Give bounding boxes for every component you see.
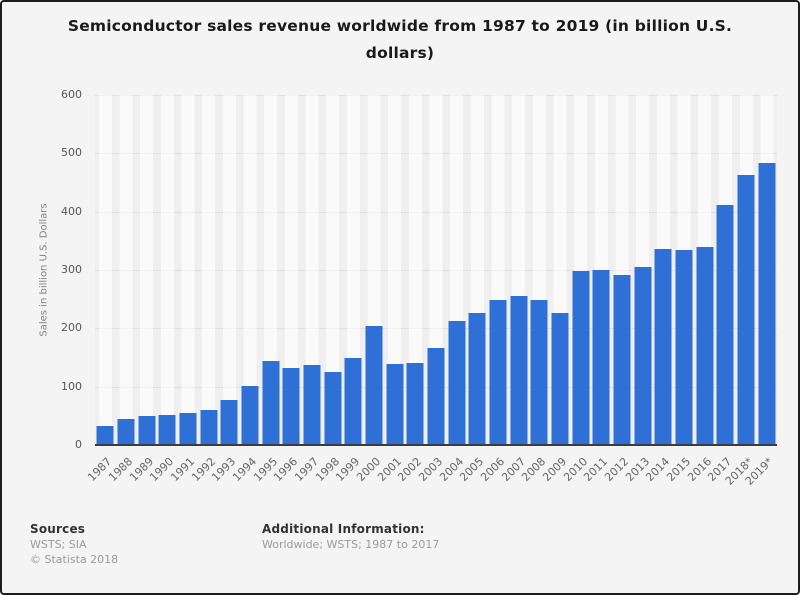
y-tick-label-200: 200 <box>61 321 82 335</box>
bar-column <box>425 95 447 445</box>
bar-column <box>322 95 344 445</box>
bar-2005[interactable] <box>468 312 486 445</box>
bar-2014[interactable] <box>654 249 672 445</box>
bar-column <box>487 95 509 445</box>
bar-1989[interactable] <box>138 416 156 445</box>
bar-column <box>756 95 778 445</box>
bar-2010[interactable] <box>572 271 590 445</box>
bar-1995[interactable] <box>262 361 280 445</box>
bar-2011[interactable] <box>592 270 610 445</box>
bar-1996[interactable] <box>282 368 300 445</box>
bar-2004[interactable] <box>448 320 466 445</box>
y-tick-label-500: 500 <box>61 146 82 160</box>
bar-column <box>260 95 282 445</box>
bar-2008[interactable] <box>530 299 548 445</box>
bar-column <box>549 95 571 445</box>
bar-column <box>653 95 674 445</box>
sources-heading: Sources <box>30 522 86 536</box>
y-tick-label-600: 600 <box>61 88 82 101</box>
bars-layer <box>95 95 778 445</box>
bar-2002[interactable] <box>406 362 424 445</box>
sources-line: WSTS; SIA <box>30 538 87 551</box>
bar-1997[interactable] <box>303 365 321 445</box>
bar-column <box>343 95 364 445</box>
bar-column <box>384 95 406 445</box>
additional-information-line: Worldwide; WSTS; 1987 to 2017 <box>262 538 440 551</box>
additional-information-heading: Additional Information: <box>262 522 425 536</box>
bar-2001[interactable] <box>386 363 404 445</box>
bar-column <box>136 95 158 445</box>
bar-2000[interactable] <box>365 326 383 445</box>
x-axis-line <box>95 444 777 446</box>
bar-2009[interactable] <box>551 313 569 445</box>
bar-column <box>570 95 592 445</box>
bar-2012[interactable] <box>613 274 631 445</box>
bar-column <box>281 95 302 445</box>
bar-column <box>95 95 116 445</box>
chart-title: Semiconductor sales revenue worldwide fr… <box>67 17 733 62</box>
bar-2015[interactable] <box>675 249 693 445</box>
bar-column <box>467 95 488 445</box>
bar-2007[interactable] <box>510 295 528 445</box>
y-tick-label-0: 0 <box>75 438 82 451</box>
bar-column <box>177 95 199 445</box>
x-axis-tick-labels: 1987 1988 1989 1990 1991 1992 1993 1994 1995 1996… <box>86 448 777 510</box>
y-axis-tick-labels: 0 100 200 300 400 500 600 <box>2 88 82 451</box>
bar-column <box>219 95 240 445</box>
bar-2017[interactable] <box>716 204 734 445</box>
bar-2018*[interactable] <box>737 174 755 445</box>
bar-column <box>529 95 550 445</box>
bar-1990[interactable] <box>158 415 176 445</box>
bar-column <box>405 95 426 445</box>
additional-information-block: Additional Information: Worldwide; WSTS;… <box>262 522 439 552</box>
bar-1992[interactable] <box>200 410 218 445</box>
bar-column <box>715 95 736 445</box>
y-tick-label-400: 400 <box>61 204 82 218</box>
plot-area <box>95 95 778 446</box>
copyright-line: © Statista 2018 <box>30 553 119 566</box>
bar-column <box>157 95 178 445</box>
bar-column <box>239 95 261 445</box>
y-tick-label-100: 100 <box>61 379 82 393</box>
bar-column <box>301 95 323 445</box>
bar-column <box>735 95 757 445</box>
bar-column <box>694 95 716 445</box>
bar-1991[interactable] <box>179 412 197 445</box>
sources-block: Sources WSTS; SIA © Statista 2018 <box>30 522 118 567</box>
bar-column <box>673 95 695 445</box>
bar-column <box>508 95 530 445</box>
bar-1988[interactable] <box>117 418 135 445</box>
bar-column <box>198 95 220 445</box>
bar-2006[interactable] <box>489 300 507 445</box>
bar-2013[interactable] <box>634 266 652 445</box>
bar-column <box>611 95 633 445</box>
bar-2003[interactable] <box>427 348 445 445</box>
bar-1993[interactable] <box>220 400 238 445</box>
bar-column <box>591 95 612 445</box>
bar-1994[interactable] <box>241 385 259 445</box>
bar-1998[interactable] <box>324 371 342 445</box>
bar-column <box>446 95 468 445</box>
bar-1999[interactable] <box>344 358 362 445</box>
bar-2016[interactable] <box>696 247 714 445</box>
bar-1987[interactable] <box>96 425 114 445</box>
bar-2019*[interactable] <box>758 162 776 445</box>
bar-column <box>363 95 385 445</box>
bar-column <box>632 95 654 445</box>
bar-column <box>115 95 137 445</box>
y-tick-label-300: 300 <box>61 263 82 276</box>
